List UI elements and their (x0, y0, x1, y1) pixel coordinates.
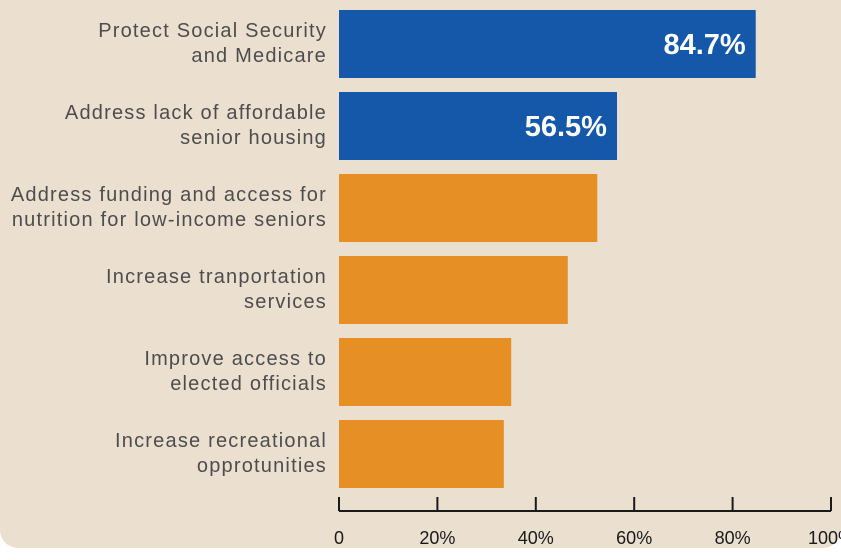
x-tick-label-1: 20% (419, 528, 455, 548)
bar-1 (339, 10, 756, 78)
category-label-2: Address lack of affordable senior housing (0, 101, 327, 151)
category-label-line: elected officials (170, 373, 327, 395)
x-tick-label-2: 40% (518, 528, 554, 548)
category-label-line: Address lack of affordable (64, 102, 327, 124)
category-label-line: senior housing (180, 127, 327, 149)
category-label-line: and Medicare (191, 45, 327, 67)
category-label-line: services (244, 291, 327, 313)
bar-value-label-2: 56.5% (525, 111, 607, 143)
category-label-line: Increase tranportation (106, 266, 327, 288)
category-label-line: nutrition for low-income seniors (11, 209, 327, 231)
category-label-1: Protect Social Security and Medicare (0, 19, 327, 69)
x-tick-label-5: 100% (808, 528, 841, 548)
category-label-5: Improve access to elected officials (0, 347, 327, 397)
bar-3 (339, 174, 598, 242)
x-tick-label-0: 0 (334, 528, 344, 548)
bar-4 (339, 256, 568, 324)
category-label-3: Address funding and access for nutrition … (0, 183, 327, 233)
category-label-4: Increase tranportation services (0, 265, 327, 315)
bar-2 (339, 92, 617, 160)
bar-5 (339, 338, 512, 406)
category-label-6: Increase recreational opprotunities (0, 429, 327, 479)
category-label-line: Protect Social Security (98, 20, 327, 42)
bar-value-label-1: 84.7% (663, 29, 745, 61)
category-label-line: Improve access to (144, 348, 327, 370)
x-tick-label-4: 80% (715, 528, 751, 548)
category-label-line: opprotunities (196, 455, 327, 477)
x-tick-label-3: 60% (616, 528, 652, 548)
category-label-line: Increase recreational (115, 430, 327, 452)
category-label-line: Address funding and access for (10, 184, 327, 206)
bar-6 (339, 420, 504, 488)
